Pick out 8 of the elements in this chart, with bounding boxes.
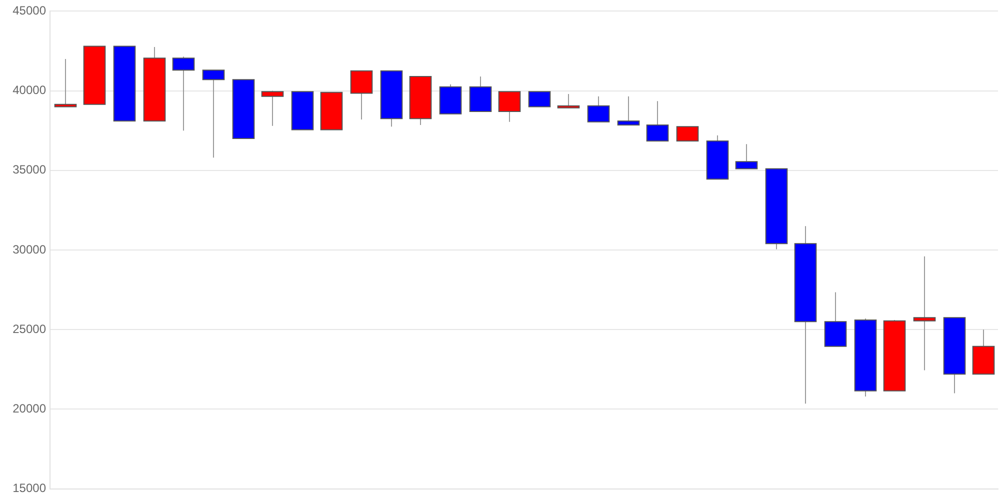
y-tick-label: 30000 (12, 242, 46, 256)
y-tick-label: 15000 (12, 481, 46, 496)
y-tick-label: 45000 (12, 4, 46, 18)
y-tick-label: 25000 (12, 322, 46, 336)
y-tick-label: 40000 (12, 83, 46, 98)
candlestick (498, 91, 521, 122)
y-tick-label: 20000 (12, 402, 46, 416)
y-tick-label: 35000 (12, 162, 46, 177)
